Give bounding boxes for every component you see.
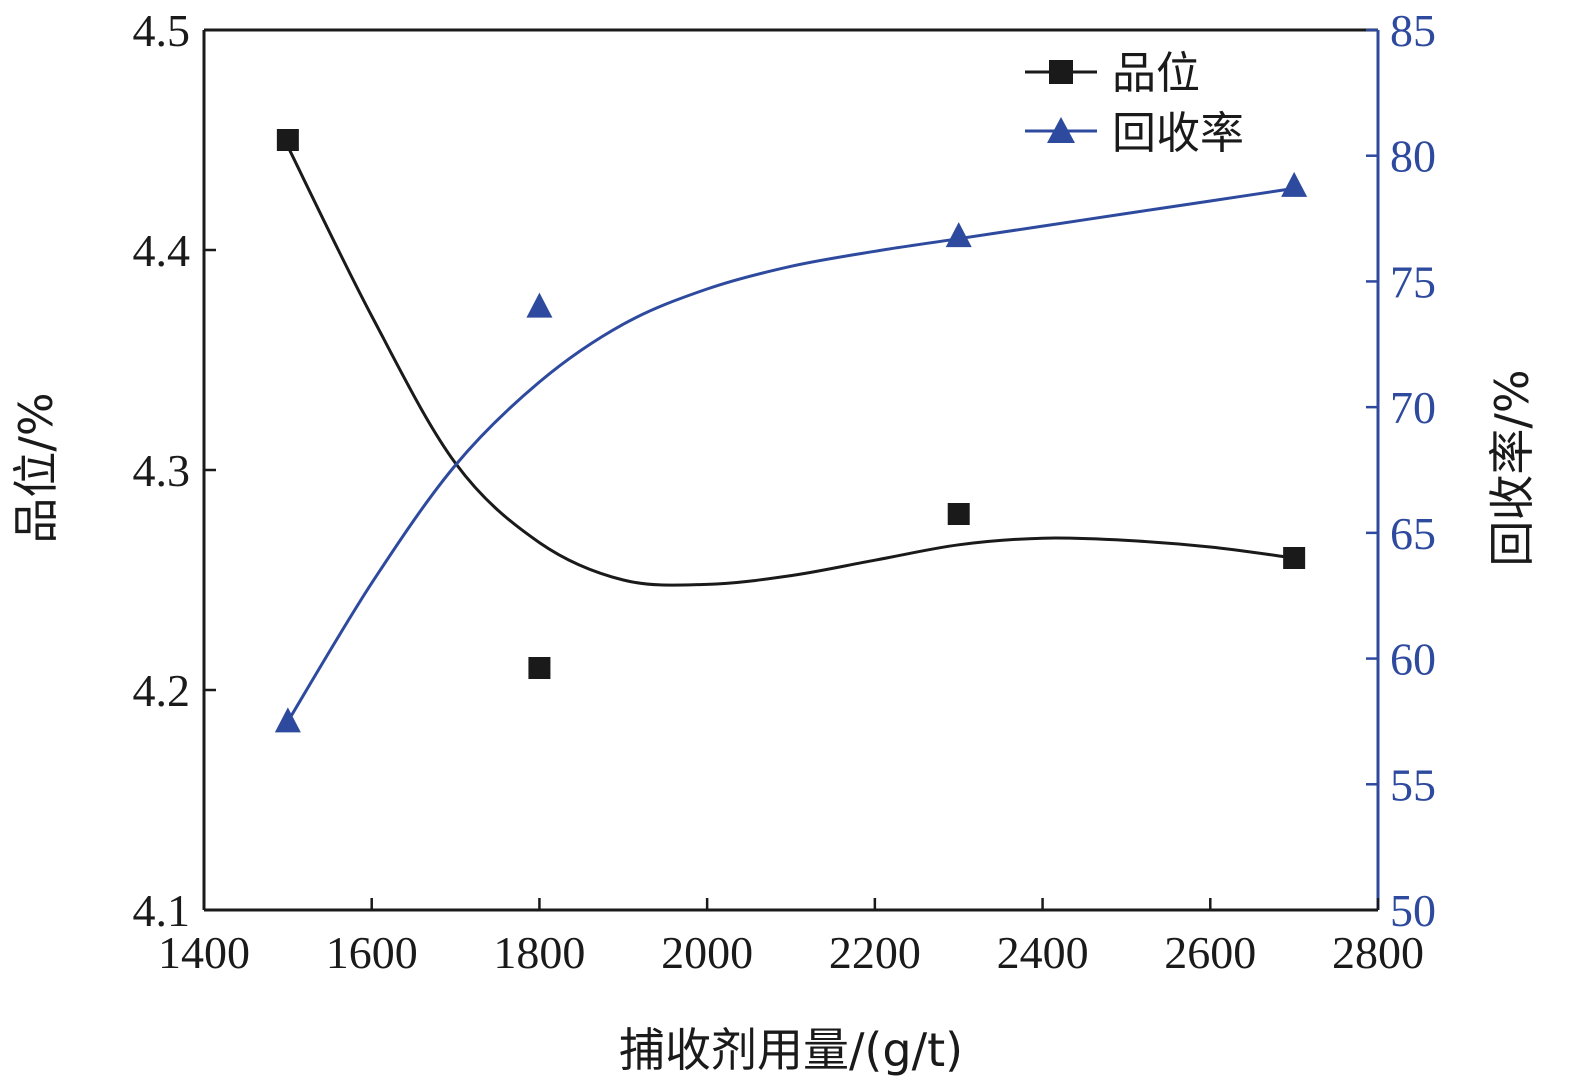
legend: 品位 回收率 bbox=[1025, 48, 1244, 159]
right-y-tick-label: 65 bbox=[1390, 508, 1436, 559]
data-point bbox=[945, 222, 972, 248]
right-y-tick-label: 75 bbox=[1390, 256, 1436, 307]
fit-curve bbox=[286, 186, 1295, 723]
plot-area bbox=[204, 28, 1378, 733]
left-y-tick-label: 4.3 bbox=[133, 445, 191, 496]
left-y-tick-label: 4.5 bbox=[133, 5, 191, 56]
data-point bbox=[1281, 171, 1308, 197]
x-tick-label: 1600 bbox=[326, 927, 418, 978]
data-point bbox=[528, 657, 551, 679]
legend-marker-triangle bbox=[1047, 117, 1075, 143]
x-tick-label: 2800 bbox=[1332, 927, 1424, 978]
left-y-tick-label: 4.1 bbox=[133, 885, 191, 936]
legend-marker-square bbox=[1049, 60, 1073, 84]
x-axis-title: 捕收剂用量/(g/t) bbox=[619, 1023, 963, 1077]
data-point bbox=[274, 707, 301, 733]
x-tick-label: 2400 bbox=[997, 927, 1089, 978]
right-y-tick-label: 50 bbox=[1390, 885, 1436, 936]
right-y-tick-label: 80 bbox=[1390, 131, 1436, 182]
right-y-tick-label: 55 bbox=[1390, 759, 1436, 810]
legend-item-grade: 品位 bbox=[1025, 48, 1200, 99]
right-y-tick-label: 60 bbox=[1390, 634, 1436, 685]
legend-label-grade: 品位 bbox=[1112, 48, 1200, 99]
left-y-tick-label: 4.2 bbox=[133, 665, 191, 716]
x-tick-label: 1400 bbox=[158, 927, 250, 978]
series-recovery bbox=[274, 171, 1308, 733]
data-point bbox=[276, 129, 299, 151]
left-y-tick-label: 4.4 bbox=[133, 225, 191, 276]
x-tick-label: 1800 bbox=[493, 927, 585, 978]
x-tick-label: 2600 bbox=[1164, 927, 1256, 978]
series-grade bbox=[276, 129, 1306, 679]
x-axis: 1400 1600 1800 2000 2200 2400 2600 2800 bbox=[158, 898, 1424, 978]
x-tick-label: 2000 bbox=[661, 927, 753, 978]
data-point bbox=[1283, 547, 1306, 569]
x-tick-label: 2200 bbox=[829, 927, 921, 978]
left-y-axis: 4.1 4.2 4.3 4.4 4.5 bbox=[133, 5, 216, 936]
data-point bbox=[947, 503, 970, 525]
right-y-tick-label: 85 bbox=[1390, 5, 1436, 56]
left-y-axis-title: 品位/% bbox=[9, 392, 63, 543]
legend-label-recovery: 回收率 bbox=[1112, 108, 1244, 159]
legend-item-recovery: 回收率 bbox=[1025, 108, 1244, 159]
right-y-axis: 50 55 60 65 70 75 80 85 bbox=[1366, 5, 1436, 936]
right-y-axis-title: 回收率/% bbox=[1485, 369, 1539, 566]
right-y-tick-label: 70 bbox=[1390, 382, 1436, 433]
fit-curve bbox=[286, 145, 1295, 587]
data-point bbox=[526, 292, 553, 318]
